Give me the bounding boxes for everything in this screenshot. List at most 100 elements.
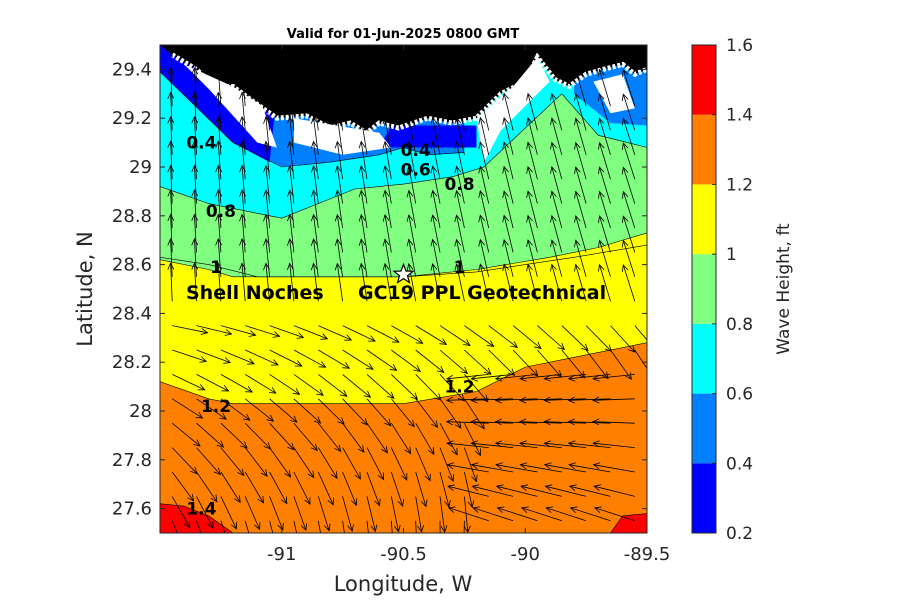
vector-arrow	[366, 374, 395, 399]
vector-arrow	[287, 116, 295, 155]
vector-arrow	[574, 68, 587, 107]
vector-arrow	[220, 374, 254, 393]
vector-arrow	[195, 45, 197, 58]
vector-arrow	[502, 141, 514, 180]
vector-arrow	[366, 325, 400, 343]
vector-arrow	[439, 471, 451, 508]
colorbar-segment	[692, 393, 716, 464]
vector-arrow	[430, 92, 441, 131]
vector-arrow	[172, 325, 209, 335]
vector-arrow	[464, 423, 481, 457]
vector-arrow	[594, 506, 635, 522]
vector-arrow	[415, 349, 445, 373]
vector-arrow	[406, 116, 417, 155]
vector-arrow	[366, 349, 398, 371]
vector-arrow	[406, 140, 417, 180]
vector-arrow	[478, 92, 490, 131]
vector-arrow	[390, 496, 401, 533]
vector-arrow	[561, 325, 589, 352]
colorbar: 0.2 0.4 0.6 0.8 1 1.2 1.4 1.6	[691, 36, 753, 544]
y-tick-label: 28.4	[112, 303, 152, 324]
vector-arrow	[526, 141, 538, 180]
vector-arrow	[293, 325, 329, 340]
vector-arrow	[544, 484, 587, 497]
contour-label: 0.6	[401, 160, 431, 180]
vector-arrow	[621, 264, 636, 302]
vector-arrow	[196, 471, 218, 503]
vector-arrow	[191, 45, 199, 82]
vector-arrow	[317, 471, 334, 506]
vector-arrow	[310, 140, 319, 180]
vector-arrow	[592, 440, 635, 448]
vector-arrow	[406, 92, 417, 131]
vector-arrow	[390, 422, 412, 455]
y-tick-label: 27.8	[112, 450, 152, 471]
vector-arrow	[269, 325, 305, 339]
vector-arrow	[317, 520, 321, 533]
x-axis-label: Longitude, W	[334, 572, 473, 596]
vector-arrow	[494, 418, 538, 426]
vector-arrow	[621, 117, 636, 155]
vector-arrow	[293, 471, 311, 506]
vector-arrow	[342, 496, 354, 532]
vector-arrow	[172, 349, 208, 363]
vector-arrow	[220, 447, 245, 477]
y-tick-label: 28.8	[112, 206, 152, 227]
x-tick-label: -90.5	[380, 544, 427, 565]
vector-arrow	[610, 349, 632, 381]
vector-arrow	[430, 262, 441, 302]
vector-arrow	[220, 496, 237, 530]
vector-arrow	[167, 213, 175, 253]
vector-arrow	[502, 263, 514, 302]
vector-arrow	[502, 165, 514, 204]
vector-arrow	[391, 325, 424, 344]
vector-arrow	[430, 116, 441, 155]
vector-arrow	[526, 263, 538, 302]
vector-arrow	[621, 215, 636, 253]
vector-arrow	[310, 91, 319, 131]
vector-arrow	[334, 213, 343, 253]
contour-line-1.4	[160, 503, 234, 533]
vector-arrow	[244, 374, 277, 394]
vector-arrow	[171, 447, 198, 475]
vector-arrow	[610, 325, 636, 353]
vector-arrow	[415, 496, 424, 533]
vector-arrow	[310, 116, 319, 155]
contour-label: 0.8	[444, 175, 474, 195]
vector-arrow	[543, 462, 587, 473]
vector-arrow	[472, 506, 514, 522]
vector-arrow	[342, 398, 369, 426]
vector-arrow	[454, 92, 465, 131]
vector-arrow	[454, 141, 465, 180]
colorbar-tick-label: 1	[726, 245, 737, 265]
vector-arrow	[406, 214, 417, 253]
vector-arrow	[569, 506, 611, 522]
vector-arrow	[220, 349, 255, 365]
vector-arrow	[520, 484, 562, 497]
vector-arrow	[439, 423, 458, 456]
vector-arrow	[567, 396, 611, 404]
vector-arrow	[382, 262, 392, 302]
vector-arrow	[406, 165, 417, 204]
vector-arrow	[196, 398, 227, 420]
vector-arrow	[446, 374, 489, 382]
vector-arrow	[293, 398, 322, 424]
vector-arrow	[171, 520, 178, 533]
vector-arrow	[191, 213, 199, 253]
vector-arrow	[598, 166, 611, 204]
vector-arrow	[470, 374, 514, 382]
vector-arrow	[550, 166, 563, 204]
contour-line-1.4	[610, 513, 647, 533]
vector-arrow	[415, 325, 448, 345]
vector-arrow	[494, 396, 538, 404]
vector-arrow	[167, 189, 175, 229]
vector-arrow	[567, 418, 611, 426]
vector-arrow	[464, 349, 492, 375]
vector-arrow	[196, 374, 230, 392]
vector-arrow	[591, 396, 635, 404]
vector-arrow	[574, 141, 587, 180]
vector-arrow	[518, 418, 562, 426]
contour-line-0.6	[160, 93, 647, 219]
vector-arrow	[519, 440, 562, 448]
colorbar-tick-label: 1.6	[726, 36, 753, 56]
